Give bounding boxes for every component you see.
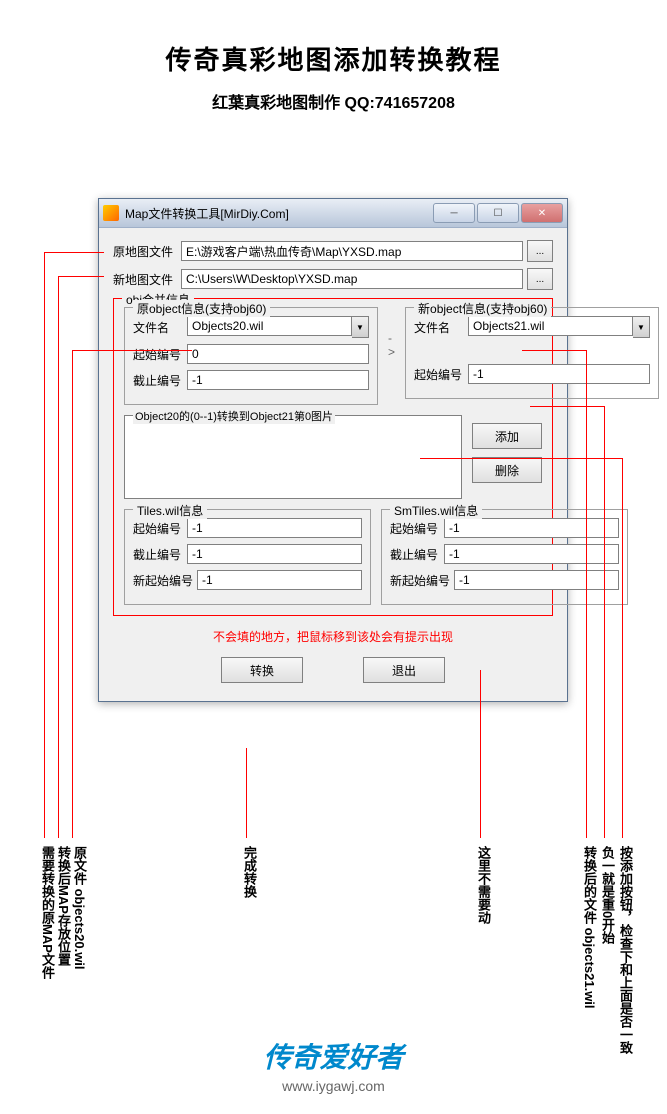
tiles-group: Tiles.wil信息 起始编号 截止编号 新起始编号	[124, 509, 371, 605]
dest-file-row: 新地图文件 ...	[113, 268, 553, 290]
minimize-button[interactable]: ─	[433, 203, 475, 223]
anno-line	[246, 748, 247, 838]
tiles-start-label: 起始编号	[133, 520, 183, 537]
orig-obj-title: 原object信息(支持obj60)	[133, 300, 270, 317]
smtiles-newstart-label: 新起始编号	[390, 572, 450, 589]
smtiles-title: SmTiles.wil信息	[390, 502, 482, 519]
page-subtitle: 红葉真彩地图制作 QQ:741657208	[0, 89, 667, 113]
orig-filename-label: 文件名	[133, 319, 183, 336]
footer-logo-text: 传奇爱好者	[0, 1036, 667, 1076]
anno-line	[72, 350, 73, 838]
obj-merge-fieldset: obj合并信息 原object信息(支持obj60) 文件名 ▼ 起始编号	[113, 298, 553, 616]
orig-filename-dropdown-icon[interactable]: ▼	[352, 316, 369, 338]
smtiles-newstart-input[interactable]	[454, 570, 619, 590]
listbox-content: Object20的(0--1)转换到Object21第0图片	[133, 408, 335, 424]
footer: 传奇爱好者 www.iygawj.com	[0, 1036, 667, 1094]
orig-filename-input[interactable]	[187, 316, 352, 336]
titlebar: Map文件转换工具[MirDiy.Com] ─ ☐ ✕	[99, 199, 567, 228]
smtiles-end-label: 截止编号	[390, 546, 440, 563]
window-body: 原地图文件 ... 新地图文件 ... obj合并信息 原object信息(支持…	[99, 228, 567, 701]
new-obj-title: 新object信息(支持obj60)	[414, 300, 551, 317]
anno-line	[58, 276, 59, 838]
anno-a4: 完成转换	[240, 846, 259, 898]
maximize-button[interactable]: ☐	[477, 203, 519, 223]
page-title: 传奇真彩地图添加转换教程	[0, 40, 667, 77]
source-browse-button[interactable]: ...	[527, 240, 553, 262]
tiles-newstart-input[interactable]	[197, 570, 362, 590]
app-window: Map文件转换工具[MirDiy.Com] ─ ☐ ✕ 原地图文件 ... 新地…	[98, 198, 568, 702]
anno-line	[604, 406, 605, 838]
tiles-newstart-label: 新起始编号	[133, 572, 193, 589]
listbox-area: Object20的(0--1)转换到Object21第0图片 添加 删除	[124, 415, 542, 499]
new-start-label: 起始编号	[414, 366, 464, 383]
add-button[interactable]: 添加	[472, 423, 542, 449]
source-input[interactable]	[181, 241, 523, 261]
delete-button[interactable]: 删除	[472, 457, 542, 483]
anno-a3: 原文件 objects20.wil	[70, 846, 89, 970]
exit-button[interactable]: 退出	[363, 657, 445, 683]
tiles-start-input[interactable]	[187, 518, 362, 538]
orig-start-label: 起始编号	[133, 346, 183, 363]
side-buttons: 添加 删除	[472, 415, 542, 499]
bottom-buttons: 转换 退出	[113, 657, 553, 683]
anno-line	[530, 406, 604, 407]
smtiles-start-label: 起始编号	[390, 520, 440, 537]
smtiles-group: SmTiles.wil信息 起始编号 截止编号 新起始编号	[381, 509, 628, 605]
smtiles-start-input[interactable]	[444, 518, 619, 538]
new-start-input[interactable]	[468, 364, 650, 384]
source-label: 原地图文件	[113, 243, 177, 260]
anno-line	[44, 252, 45, 838]
close-button[interactable]: ✕	[521, 203, 563, 223]
anno-line	[44, 252, 104, 253]
tiles-end-input[interactable]	[187, 544, 362, 564]
dest-browse-button[interactable]: ...	[527, 268, 553, 290]
app-icon	[103, 205, 119, 221]
orig-obj-group: 原object信息(支持obj60) 文件名 ▼ 起始编号 截止编号	[124, 307, 378, 405]
new-obj-group: 新object信息(支持obj60) 文件名 ▼ 起始编号	[405, 307, 659, 399]
anno-line	[522, 350, 586, 351]
anno-a8: 按添加按钮，检查下和上面是否一致	[616, 846, 635, 1054]
anno-a7: 负一就是重0开始	[598, 846, 617, 944]
orig-start-input[interactable]	[187, 344, 369, 364]
obj-row: 原object信息(支持obj60) 文件名 ▼ 起始编号 截止编号	[124, 307, 542, 405]
tiles-title: Tiles.wil信息	[133, 502, 207, 519]
convert-button[interactable]: 转换	[221, 657, 303, 683]
anno-line	[480, 670, 481, 838]
smtiles-end-input[interactable]	[444, 544, 619, 564]
footer-url: www.iygawj.com	[0, 1078, 667, 1094]
conversion-listbox[interactable]: Object20的(0--1)转换到Object21第0图片	[124, 415, 462, 499]
window-controls: ─ ☐ ✕	[433, 203, 563, 223]
window-title: Map文件转换工具[MirDiy.Com]	[125, 205, 433, 222]
tiles-end-label: 截止编号	[133, 546, 183, 563]
anno-line	[72, 350, 192, 351]
anno-line	[420, 458, 622, 459]
hint-text: 不会填的地方，把鼠标移到该处会有提示出现	[113, 628, 553, 645]
orig-end-input[interactable]	[187, 370, 369, 390]
new-filename-label: 文件名	[414, 319, 464, 336]
tiles-row: Tiles.wil信息 起始编号 截止编号 新起始编号 SmT	[124, 509, 542, 605]
dest-label: 新地图文件	[113, 271, 177, 288]
anno-a5: 这里不需要动	[474, 846, 493, 924]
source-file-row: 原地图文件 ...	[113, 240, 553, 262]
orig-end-label: 截止编号	[133, 372, 183, 389]
dest-input[interactable]	[181, 269, 523, 289]
anno-line	[622, 458, 623, 838]
arrow-icon: ->	[388, 307, 395, 359]
anno-line	[58, 276, 104, 277]
new-filename-dropdown-icon[interactable]: ▼	[633, 316, 650, 338]
new-filename-input[interactable]	[468, 316, 633, 336]
anno-a6: 转换后的文件 objects21.wil	[580, 846, 599, 1009]
anno-line	[586, 350, 587, 838]
